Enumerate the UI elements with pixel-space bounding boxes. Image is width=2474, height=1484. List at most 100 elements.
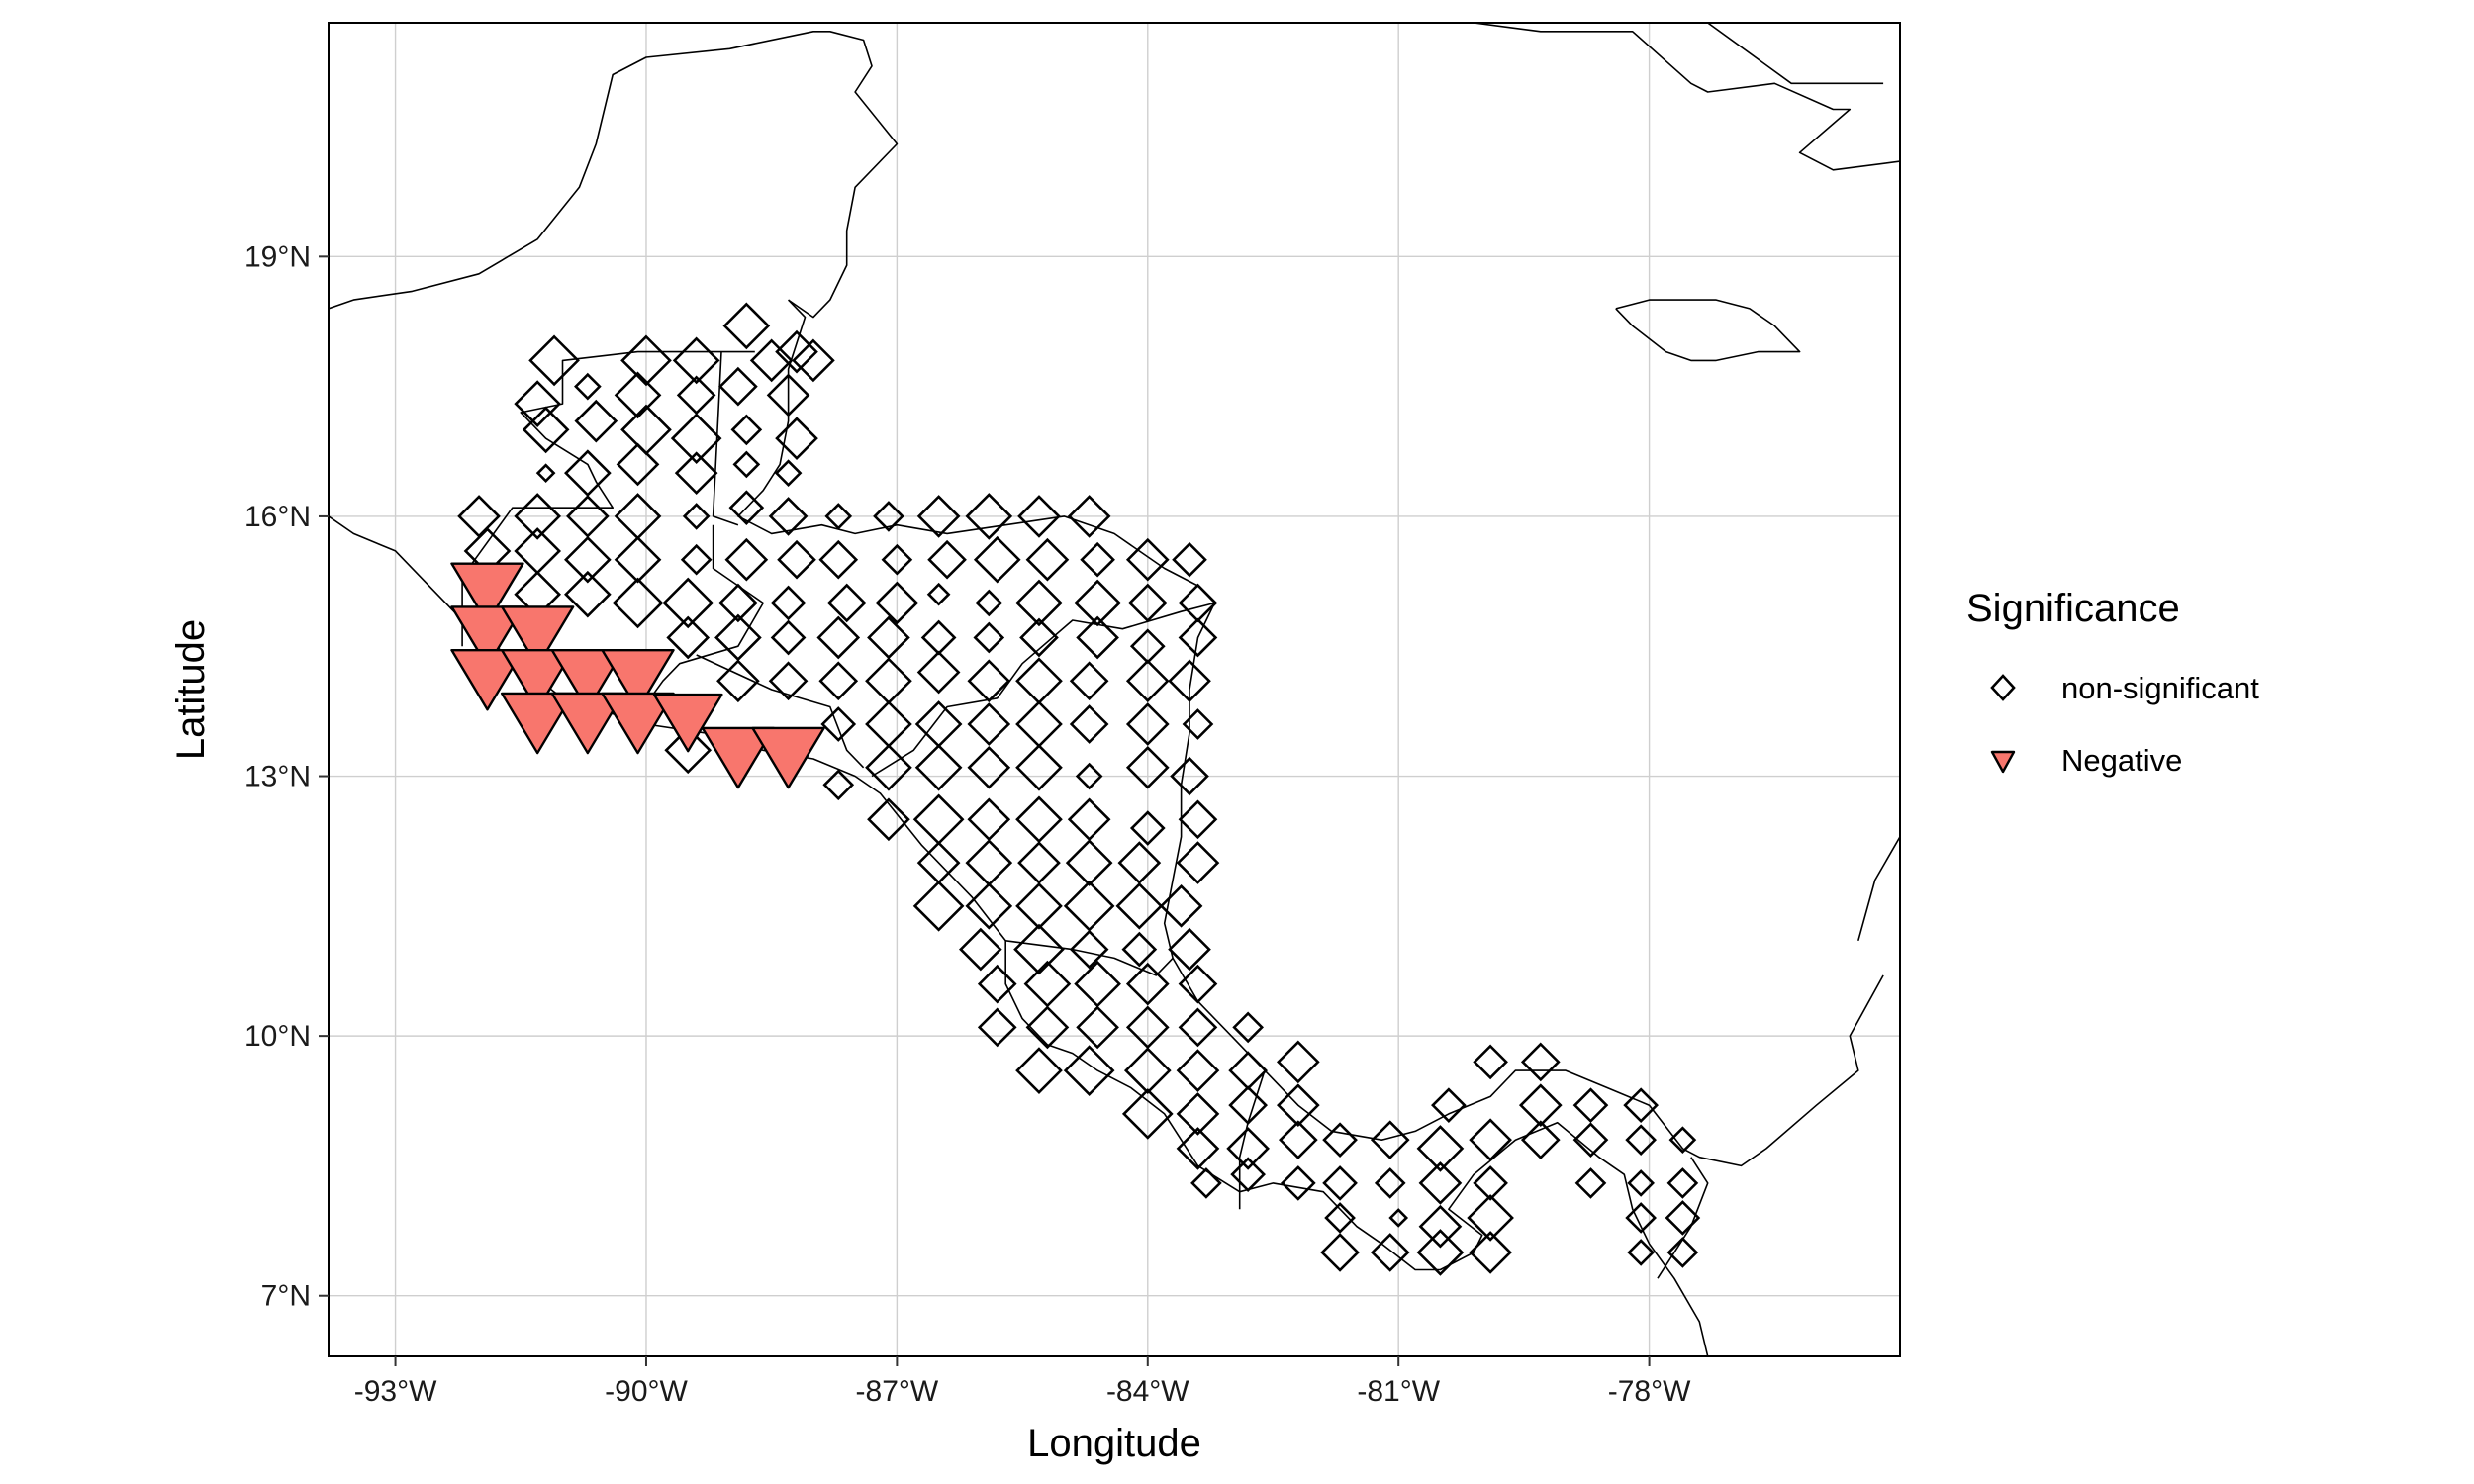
y-tick-label: 7°N: [261, 1280, 311, 1313]
x-tick-label: -81°W: [1357, 1375, 1440, 1408]
negative-point: [701, 726, 776, 789]
coastline: [1448, 23, 1900, 171]
coastline: [1707, 23, 1884, 85]
non-significant-point: [1127, 583, 1168, 623]
non-significant-point: [574, 372, 602, 401]
non-significant-point: [1574, 1167, 1607, 1199]
non-significant-point: [682, 503, 711, 530]
non-significant-point: [1388, 1208, 1409, 1228]
non-significant-point: [1176, 1092, 1220, 1136]
non-significant-point: [1322, 1122, 1358, 1159]
non-significant-point: [1324, 1202, 1356, 1234]
non-significant-point: [1627, 1169, 1655, 1197]
non-significant-point: [916, 650, 961, 695]
negative-point: [450, 605, 524, 668]
non-significant-point: [1075, 762, 1103, 790]
non-significant-point: [881, 543, 913, 576]
non-significant-point: [959, 927, 1002, 972]
legend-diamond-key: [1990, 674, 2016, 701]
non-significant-point: [1572, 1122, 1609, 1159]
non-significant-point: [1168, 927, 1211, 972]
non-significant-point: [1065, 839, 1113, 886]
x-tick-label: -90°W: [605, 1375, 688, 1408]
non-significant-point: [1178, 617, 1218, 658]
non-significant-point: [768, 497, 809, 536]
non-significant-point: [777, 539, 816, 580]
non-significant-point: [666, 615, 711, 660]
non-significant-point: [1665, 1200, 1701, 1236]
non-significant-point: [1172, 541, 1207, 578]
non-significant-point: [1019, 617, 1059, 658]
non-significant-point: [1226, 1127, 1270, 1170]
non-significant-point: [914, 743, 963, 791]
non-significant-point: [1374, 1167, 1406, 1199]
x-tick-label: -78°W: [1608, 1375, 1691, 1408]
non-significant-point: [1418, 1161, 1463, 1205]
non-significant-point: [564, 570, 612, 618]
non-significant-point: [1121, 1088, 1174, 1140]
non-significant-point: [1416, 1125, 1465, 1172]
non-significant-point: [1069, 704, 1109, 744]
non-significant-point: [1176, 1127, 1220, 1170]
non-significant-point: [1230, 1157, 1266, 1193]
non-significant-point: [528, 334, 580, 387]
non-significant-point: [728, 490, 765, 526]
non-significant-point: [718, 366, 758, 407]
negative-point: [652, 693, 723, 753]
coastline: [871, 602, 1215, 778]
legend: Significance non-significant Negative: [1966, 587, 2259, 778]
non-significant-point: [1015, 881, 1063, 930]
non-significant-point: [973, 535, 1021, 584]
coastline: [461, 350, 755, 647]
non-significant-point: [965, 881, 1013, 930]
non-significant-point: [965, 493, 1013, 540]
non-significant-point: [1370, 1120, 1410, 1160]
non-significant-point: [1625, 1124, 1657, 1157]
non-significant-point: [620, 334, 672, 387]
non-significant-point: [1469, 1118, 1512, 1162]
negative-point: [550, 648, 625, 711]
non-significant-point: [1069, 661, 1109, 701]
non-significant-point: [1623, 1087, 1659, 1123]
non-significant-point: [1467, 1194, 1514, 1242]
non-significant-point: [1125, 745, 1170, 789]
non-significant-point: [614, 371, 662, 419]
non-significant-point: [775, 417, 818, 460]
non-significant-point: [973, 621, 1005, 654]
non-significant-point: [792, 338, 835, 383]
non-significant-point: [1115, 881, 1164, 930]
non-significant-point: [826, 583, 867, 623]
y-tick-label: 19°N: [244, 240, 311, 273]
non-significant-point: [770, 619, 807, 656]
coastline: [1857, 836, 1900, 942]
coastline: [737, 299, 1884, 1167]
x-tick-label: -87°W: [856, 1375, 939, 1408]
non-significant-point: [977, 964, 1017, 1004]
non-significant-point: [1017, 495, 1061, 538]
non-significant-point: [1080, 541, 1115, 578]
non-significant-point: [716, 659, 760, 703]
non-significant-point: [614, 535, 662, 584]
non-significant-point: [820, 706, 857, 742]
non-significant-point: [732, 450, 761, 479]
panel-background: [329, 23, 1900, 1356]
non-significant-point: [967, 659, 1011, 703]
negative-point: [450, 562, 524, 624]
axis-ticks: -93°W -90°W -87°W -84°W -81°W -78°W 7°N 10°N 13°…: [244, 240, 1691, 1408]
non-significant-point: [722, 302, 771, 350]
non-significant-point: [1320, 1233, 1360, 1272]
non-significant-point: [1473, 1165, 1508, 1201]
non-significant-point: [662, 577, 714, 629]
negative-point: [751, 726, 825, 789]
negative-point: [500, 692, 575, 755]
non-significant-point: [1125, 659, 1170, 703]
legend-title: Significance: [1966, 587, 2180, 630]
non-significant-point: [1276, 1040, 1320, 1084]
non-significant-point: [1025, 537, 1070, 582]
non-significant-point: [670, 413, 722, 464]
coastline: [696, 654, 865, 769]
non-significant-point: [1129, 810, 1166, 846]
negative-point: [500, 605, 575, 668]
non-significant-point: [768, 661, 809, 701]
